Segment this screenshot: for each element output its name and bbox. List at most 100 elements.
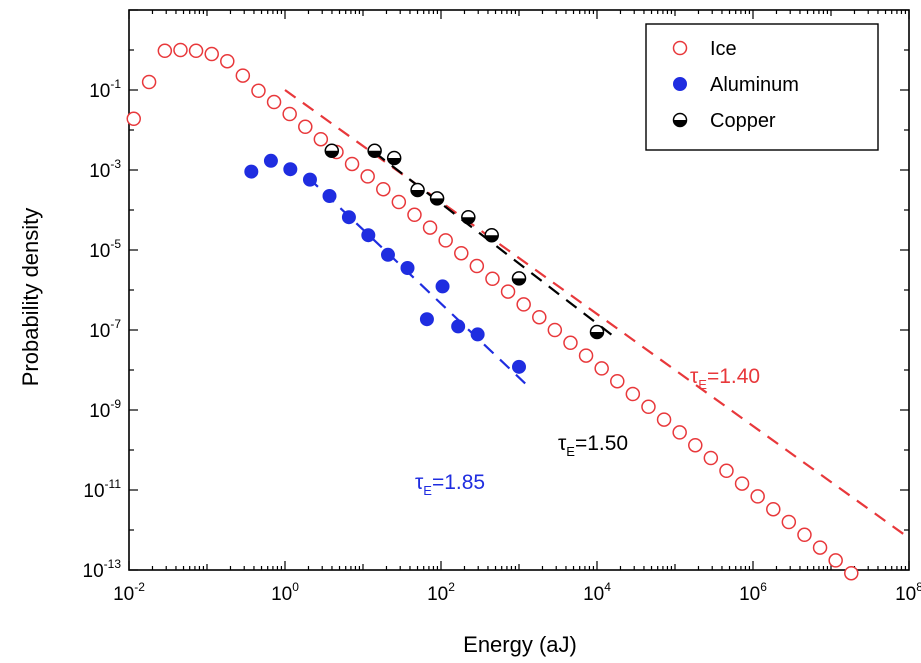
legend-label: Aluminum: [710, 74, 799, 96]
series-aluminum: [244, 153, 526, 374]
data-point: [376, 181, 391, 197]
data-point: [435, 279, 450, 294]
y-tick-label: 10-5: [89, 237, 121, 262]
data-point: [361, 228, 376, 243]
data-point: [594, 361, 609, 376]
x-tick-label: 100: [271, 580, 299, 605]
data-point: [688, 437, 703, 453]
data-point: [244, 164, 259, 179]
marker-half-fill: [325, 150, 339, 158]
data-point: [484, 227, 499, 243]
data-point: [454, 245, 469, 261]
data-point: [324, 143, 340, 159]
marker-half-fill: [485, 235, 499, 242]
data-point: [341, 210, 356, 225]
data-point: [844, 565, 859, 581]
data-point: [429, 191, 445, 206]
data-points: [126, 42, 859, 581]
marker-half-fill: [673, 120, 687, 127]
y-tick-label: 10-13: [83, 557, 122, 582]
data-point: [781, 514, 797, 530]
marker-half-fill: [590, 332, 604, 339]
data-point: [157, 43, 173, 59]
data-point: [407, 207, 422, 223]
data-point: [589, 324, 605, 340]
tau-label-aluminum: τE=1.85: [415, 471, 485, 498]
data-point: [391, 194, 407, 210]
data-point: [641, 399, 656, 415]
x-tick-label: 102: [427, 580, 455, 605]
data-point: [282, 106, 297, 122]
data-point: [438, 233, 453, 248]
data-point: [360, 169, 375, 184]
data-point: [812, 540, 828, 555]
x-tick-label: 104: [583, 580, 611, 605]
data-point: [367, 143, 382, 159]
data-point: [126, 111, 141, 127]
data-point: [400, 260, 415, 275]
data-point: [204, 46, 219, 62]
data-point: [485, 271, 500, 287]
data-point: [220, 53, 235, 69]
legend-marker: [673, 77, 687, 91]
y-tick-label: 10-11: [83, 477, 121, 502]
x-tick-label: 106: [739, 580, 767, 605]
legend-label: Copper: [710, 110, 776, 132]
data-point: [828, 553, 843, 568]
data-point: [469, 258, 485, 274]
data-point: [266, 94, 282, 110]
axis-ticks: [128, 9, 910, 571]
y-tick-label: 10-1: [89, 77, 121, 102]
data-point: [422, 220, 438, 235]
marker-half-fill: [512, 278, 526, 285]
data-point: [750, 489, 765, 504]
marker-half-fill: [430, 198, 444, 205]
data-point: [188, 43, 204, 59]
data-point: [410, 182, 425, 198]
series-copper: [324, 143, 605, 340]
data-point: [625, 386, 641, 402]
x-axis-title: Energy (aJ): [463, 632, 577, 657]
data-point: [419, 312, 434, 327]
fit-line-copper: [373, 151, 616, 339]
x-tick-label: 10-2: [113, 580, 145, 605]
data-point: [734, 476, 750, 491]
data-point: [547, 322, 563, 338]
marker-half-fill: [368, 150, 382, 158]
data-point: [235, 68, 251, 83]
tau-label-ice: τE=1.40: [690, 365, 760, 392]
tau-label-copper: τE=1.50: [558, 432, 628, 459]
data-point: [797, 527, 812, 543]
data-point: [380, 247, 395, 262]
y-tick-label: 10-7: [89, 317, 121, 342]
tick-labels: 10-2 100 102 104 106 108 10-1 10-3 10-5 10-7 10-9 1…: [83, 77, 921, 605]
fit-lines: [284, 89, 910, 539]
legend-marker: [672, 40, 688, 56]
data-point: [313, 131, 329, 147]
legend-marker: [672, 112, 688, 128]
x-tick-label: 108: [895, 580, 921, 605]
data-point: [263, 153, 278, 168]
data-point: [451, 319, 466, 334]
data-point: [656, 412, 672, 427]
data-point: [344, 156, 360, 172]
data-point: [386, 150, 402, 166]
data-point: [516, 297, 531, 312]
data-point: [532, 309, 547, 325]
y-tick-label: 10-9: [89, 397, 121, 422]
data-point: [563, 335, 578, 351]
data-point: [672, 425, 687, 440]
data-point: [302, 172, 317, 187]
data-point: [322, 188, 337, 203]
marker-half-fill: [387, 157, 401, 165]
data-point: [610, 373, 625, 389]
data-point: [251, 83, 266, 99]
data-point: [173, 42, 188, 58]
fit-annotations: τE=1.40 τE=1.85 τE=1.50: [415, 365, 760, 498]
y-axis-title: Probability density: [18, 208, 43, 387]
data-point: [766, 501, 781, 517]
data-point: [578, 348, 594, 363]
data-point: [470, 327, 485, 342]
marker-half-fill: [411, 190, 425, 197]
data-point: [461, 209, 476, 225]
